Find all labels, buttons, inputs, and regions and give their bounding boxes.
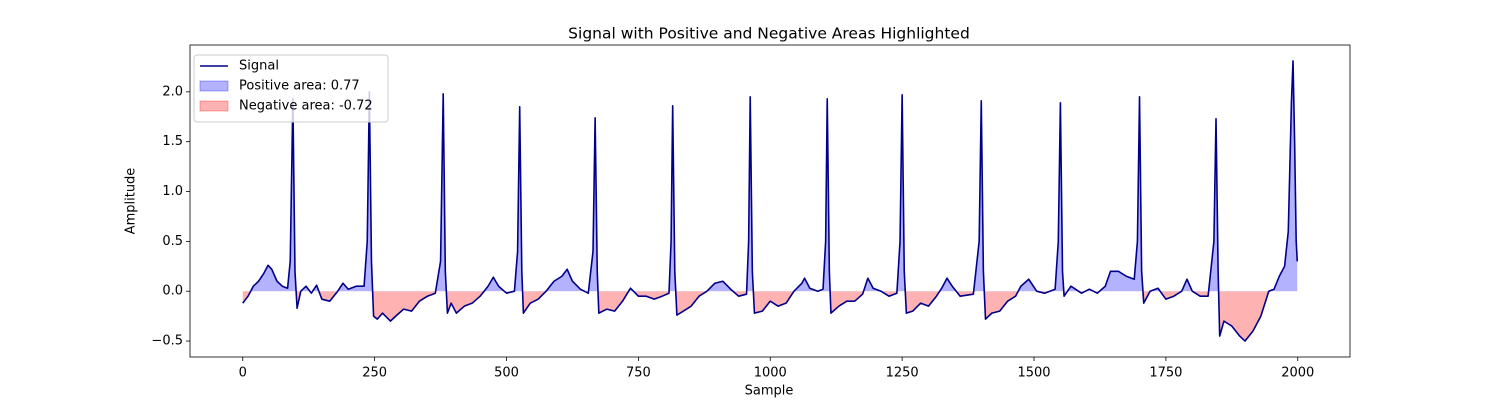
x-tick-label: 1500	[1017, 366, 1050, 381]
x-tick-label: 750	[626, 366, 651, 381]
x-tick-label: 1250	[886, 366, 919, 381]
x-tick-label: 0	[239, 366, 247, 381]
y-axis-label: Amplitude	[124, 168, 139, 235]
x-tick-label: 1750	[1149, 366, 1182, 381]
y-tick-label: 1.0	[162, 184, 183, 199]
x-tick-label: 2000	[1281, 366, 1314, 381]
x-tick-label: 250	[362, 366, 387, 381]
legend-label: Negative area: -0.72	[239, 99, 373, 114]
legend-label: Signal	[239, 59, 279, 74]
y-tick-label: 0.0	[162, 284, 183, 299]
legend-swatch	[199, 80, 229, 92]
legend-label: Positive area: 0.77	[239, 79, 360, 94]
y-tick-label: 2.0	[162, 84, 183, 99]
legend-swatch	[199, 100, 229, 112]
y-tick-label: 1.5	[162, 134, 183, 149]
x-tick-label: 500	[494, 366, 519, 381]
x-axis-label: Sample	[745, 384, 794, 399]
x-tick-label: 1000	[754, 366, 787, 381]
legend-box	[193, 54, 389, 123]
plot-frame	[189, 44, 1351, 358]
y-tick-label: 0.5	[162, 234, 183, 249]
y-tick-label: −0.5	[151, 334, 183, 349]
chart-title: Signal with Positive and Negative Areas …	[568, 25, 970, 43]
signal-line	[242, 60, 1299, 342]
